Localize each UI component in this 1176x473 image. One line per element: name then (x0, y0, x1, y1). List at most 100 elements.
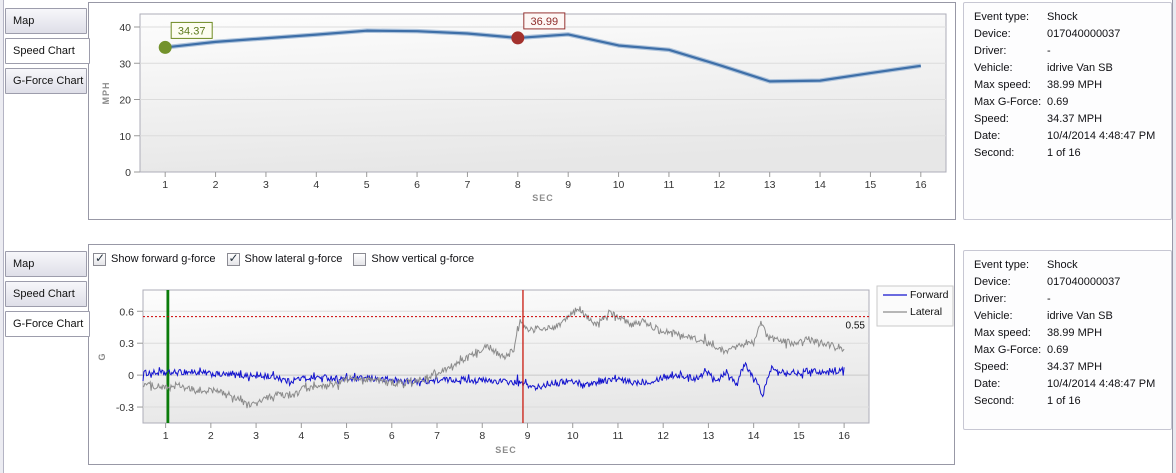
tab-speed-chart[interactable]: Speed Chart (5, 38, 90, 64)
info-label: Max G-Force: (974, 344, 1042, 356)
tab-g-force-chart[interactable]: G-Force Chart (5, 311, 90, 337)
gforce-chart-panel: Show forward g-force Show lateral g-force… (88, 244, 955, 465)
info-label: Device: (974, 276, 1011, 288)
info-row-device: Device: 017040000037 (974, 276, 1171, 293)
svg-text:13: 13 (703, 430, 715, 442)
info-value: 34.37 MPH (1047, 113, 1103, 125)
tab-g-force-chart[interactable]: G-Force Chart (5, 68, 87, 94)
marker-dot[interactable] (511, 31, 525, 45)
info-value: Shock (1047, 11, 1078, 23)
marker-label-box (170, 21, 213, 39)
info-row-max-speed: Max speed: 38.99 MPH (974, 79, 1171, 96)
marker-label: 34.37 (178, 25, 206, 37)
info-value: Shock (1047, 259, 1078, 271)
speed-plot-area[interactable] (139, 13, 947, 173)
info-label: Max speed: (974, 79, 1031, 91)
info-value: 017040000037 (1047, 28, 1121, 40)
speed-marker-36-99[interactable]: 36.99 (511, 12, 566, 45)
marker-dot[interactable] (158, 40, 172, 54)
info-value: 38.99 MPH (1047, 79, 1103, 91)
info-row-max-g-force: Max G-Force: 0.69 (974, 344, 1171, 361)
info-label: Max G-Force: (974, 96, 1042, 108)
svg-text:14: 14 (814, 179, 826, 191)
info-row-max-speed: Max speed: 38.99 MPH (974, 327, 1171, 344)
svg-text:12: 12 (657, 430, 669, 442)
info-label: Event type: (974, 259, 1030, 271)
svg-text:3: 3 (263, 179, 269, 191)
info-row-second: Second: 1 of 16 (974, 147, 1171, 164)
gforce-series-forward (142, 361, 845, 398)
svg-text:11: 11 (663, 179, 674, 191)
gforce-yaxis-title: G (97, 352, 107, 360)
svg-text:0.3: 0.3 (119, 338, 134, 350)
info-label: Driver: (974, 45, 1007, 57)
svg-text:4: 4 (313, 179, 319, 191)
svg-text:12: 12 (713, 179, 725, 191)
info-label: Driver: (974, 293, 1007, 305)
info-label: Max speed: (974, 327, 1031, 339)
svg-text:2: 2 (208, 430, 214, 442)
info-label: Event type: (974, 11, 1030, 23)
info-row-second: Second: 1 of 16 (974, 395, 1171, 412)
svg-text:1: 1 (163, 430, 169, 442)
checkbox-item-show-vertical-g-force[interactable]: Show vertical g-force (353, 252, 474, 266)
tab-map[interactable]: Map (5, 251, 87, 277)
legend-label-lateral: Lateral (910, 306, 942, 318)
checkbox-item-show-lateral-g-force[interactable]: Show lateral g-force (226, 252, 342, 266)
info-label: Speed: (974, 113, 1009, 125)
svg-text:11: 11 (613, 430, 624, 442)
info-value: 34.37 MPH (1047, 361, 1103, 373)
info-row-vehicle: Vehicle: idrive Van SB (974, 62, 1171, 79)
speed-yaxis-title: MPH (101, 82, 111, 105)
speed-gridlines (140, 26, 946, 137)
info-value: idrive Van SB (1047, 62, 1113, 74)
checkbox-show-vertical-g-force[interactable] (353, 252, 367, 266)
checkbox-show-lateral-g-force[interactable] (226, 252, 240, 266)
info-row-event-type: Event type: Shock (974, 11, 1171, 28)
gforce-y-axis: -0.3 0 0.3 0.6 (116, 306, 143, 414)
info-row-speed: Speed: 34.37 MPH (974, 361, 1171, 378)
gforce-chart[interactable]: -0.300.30.61 2 3 4 5 6 7 8 9 10 11 12 13 14 15 16SECG0.… (89, 270, 954, 464)
svg-text:-0.3: -0.3 (116, 402, 134, 414)
speed-marker-34-37[interactable]: 34.37 (158, 21, 213, 54)
info-value: 38.99 MPH (1047, 327, 1103, 339)
info-value: 0.69 (1047, 344, 1069, 356)
svg-text:16: 16 (915, 179, 927, 191)
gforce-series-lateral (142, 306, 845, 409)
gforce-legend: Forward Lateral (876, 285, 954, 327)
tab-map[interactable]: Map (5, 8, 87, 34)
marker-label-box (523, 12, 566, 30)
checkbox-item-show-forward-g-force[interactable]: Show forward g-force (93, 252, 216, 266)
speed-xaxis-title: SEC (532, 193, 554, 203)
svg-text:9: 9 (565, 179, 571, 191)
svg-text:10: 10 (567, 430, 579, 442)
checkbox-show-forward-g-force[interactable] (93, 252, 106, 266)
info-row-vehicle: Vehicle: idrive Van SB (974, 310, 1171, 327)
info-row-date: Date: 10/4/2014 4:48:47 PM (974, 378, 1171, 395)
info-value: 1 of 16 (1047, 395, 1081, 407)
info-value: 1 of 16 (1047, 147, 1081, 159)
svg-text:40: 40 (119, 22, 131, 34)
svg-text:5: 5 (364, 179, 370, 191)
svg-text:0: 0 (125, 167, 131, 179)
marker-label: 36.99 (531, 16, 559, 28)
speed-x-axis: 1 2 3 4 5 6 7 8 9 10 11 12 13 14 15 16 (162, 172, 927, 191)
svg-text:20: 20 (119, 95, 131, 107)
info-label: Second: (974, 395, 1015, 407)
svg-text:0: 0 (128, 370, 134, 382)
right-edge-strip (1172, 0, 1176, 473)
tab-speed-chart[interactable]: Speed Chart (5, 281, 87, 307)
legend-box (876, 285, 954, 327)
info-value: 10/4/2014 4:48:47 PM (1047, 378, 1156, 390)
checkbox-label: Show forward g-force (111, 253, 216, 265)
info-value: 017040000037 (1047, 276, 1121, 288)
svg-text:2: 2 (213, 179, 219, 191)
info-row-driver: Driver: - (974, 45, 1171, 62)
info-label: Second: (974, 147, 1015, 159)
svg-text:10: 10 (119, 131, 131, 143)
svg-text:4: 4 (298, 430, 304, 442)
info-row-max-g-force: Max G-Force: 0.69 (974, 96, 1171, 113)
speed-y-axis: 0 10 20 30 40 (119, 22, 140, 179)
